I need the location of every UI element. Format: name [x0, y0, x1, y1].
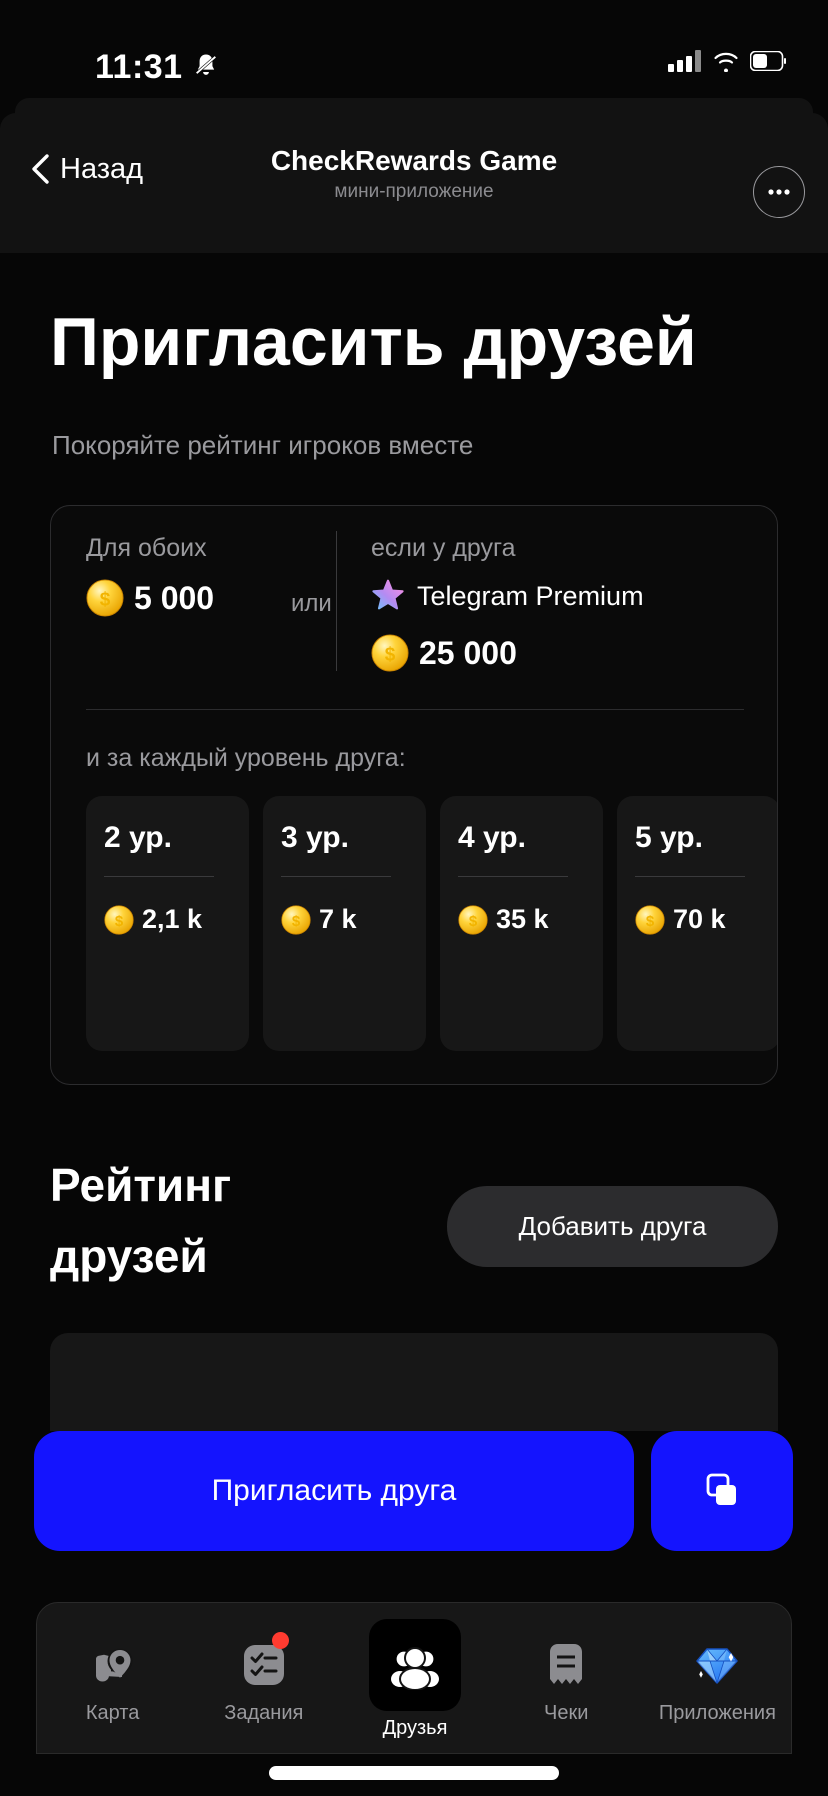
svg-text:$: $ [646, 913, 655, 930]
svg-text:$: $ [469, 913, 478, 930]
svg-text:$: $ [100, 590, 111, 611]
svg-text:$: $ [292, 913, 301, 930]
svg-text:$: $ [385, 645, 396, 666]
svg-text:$: $ [115, 913, 124, 930]
